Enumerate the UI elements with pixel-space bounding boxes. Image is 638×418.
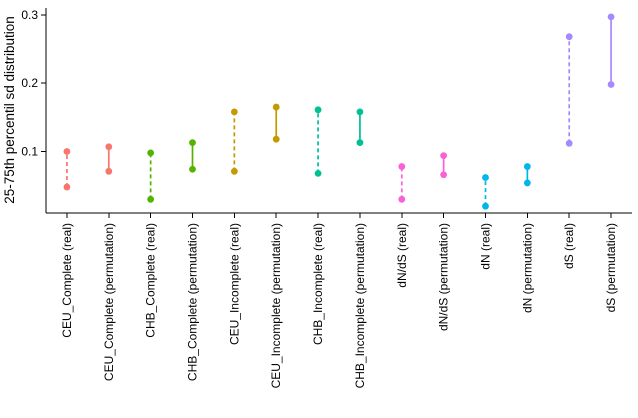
y-tick-label: 0.2 (21, 76, 38, 90)
x-tick-label: CEU_Complete (permutation) (102, 223, 116, 381)
high-point (398, 163, 406, 170)
y-tick-label: 0.3 (21, 8, 38, 22)
high-point (565, 33, 573, 41)
high-point (482, 174, 489, 181)
x-tick-label: CHB_Complete (real) (144, 223, 158, 338)
y-axis-title: 25-75th percentil sd distribution (2, 16, 17, 204)
low-point (230, 167, 238, 175)
marks-layer (63, 13, 615, 210)
high-point (440, 152, 448, 160)
high-point (523, 163, 531, 170)
high-point (105, 143, 113, 151)
high-point (356, 108, 364, 116)
low-point (482, 202, 489, 210)
axes-layer (41, 8, 632, 218)
x-tick-label: CHB_Complete (permutation) (186, 223, 200, 381)
low-point (189, 165, 196, 173)
low-point (523, 179, 531, 187)
low-point (607, 81, 615, 88)
x-tick-label: dN (real) (479, 223, 493, 270)
x-tick-label: CEU_Incomplete (real) (227, 223, 241, 345)
x-tick-label: dS (real) (562, 223, 576, 269)
low-point (398, 195, 406, 203)
low-point (105, 167, 113, 175)
high-point (230, 108, 238, 116)
x-tick-label: dN/dS (real) (395, 223, 409, 288)
low-point (440, 171, 448, 179)
high-point (63, 148, 71, 155)
y-tick-label: 0.1 (21, 145, 38, 159)
x-tick-label: dN (permutation) (520, 223, 534, 313)
high-point (607, 13, 615, 21)
low-point (314, 169, 322, 177)
low-point (565, 139, 573, 147)
labels-layer: 0.1 0.2 0.3 CEU_Complete (real) CEU_Complete… (21, 8, 618, 389)
high-point (147, 149, 155, 157)
low-point (147, 195, 155, 203)
high-point (272, 103, 280, 111)
low-point (272, 135, 280, 143)
low-point (63, 183, 71, 191)
x-tick-label: CEU_Incomplete (permutation) (269, 223, 283, 388)
high-point (314, 106, 322, 114)
x-tick-label: CHB_Incomplete (real) (311, 223, 325, 345)
high-point (189, 139, 196, 147)
low-point (356, 139, 364, 147)
x-tick-label: CEU_Complete (real) (60, 223, 74, 338)
x-tick-label: dN/dS (permutation) (437, 223, 451, 331)
x-tick-label: CHB_Incomplete (permutation) (353, 223, 367, 388)
x-tick-label: dS (permutation) (604, 223, 618, 312)
